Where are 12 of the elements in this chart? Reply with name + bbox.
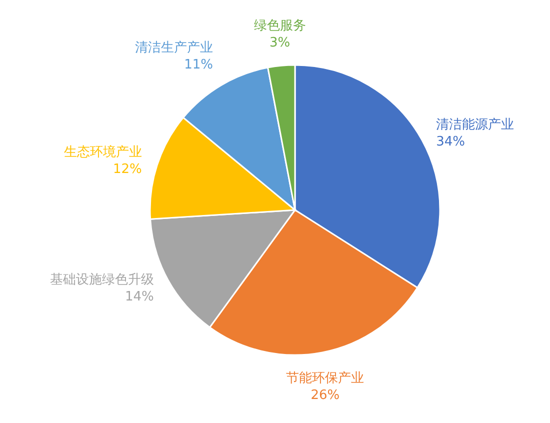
- data-label: 14%: [125, 290, 154, 305]
- slice-label: 清洁生产产业: [135, 40, 214, 56]
- slice-label: 节能环保产业: [286, 371, 364, 386]
- data-label: 26%: [310, 388, 340, 404]
- slice-label: 清洁能源产业: [436, 117, 514, 132]
- data-label: 11%: [184, 57, 214, 72]
- data-label: 34%: [436, 134, 465, 150]
- data-label: 3%: [270, 36, 290, 51]
- slice-label: 基础设施绿色升级: [50, 272, 154, 288]
- slice-label: 绿色服务: [254, 18, 306, 34]
- data-label: 12%: [112, 162, 142, 178]
- slice-label: 生态环境产业: [64, 144, 142, 160]
